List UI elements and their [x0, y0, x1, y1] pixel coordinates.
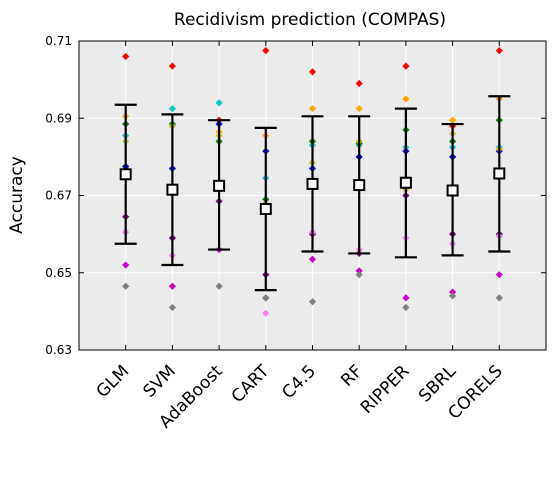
fold-point — [355, 104, 363, 113]
fold-point — [402, 303, 410, 312]
fold-point — [402, 294, 410, 302]
y-tick-label: 0.63 — [45, 343, 72, 357]
fold-point — [495, 271, 503, 279]
x-tick-label: RF — [337, 361, 366, 390]
mean-marker — [119, 168, 132, 181]
fold-point — [308, 68, 317, 76]
mean-marker — [446, 184, 459, 197]
fold-point — [449, 292, 457, 300]
y-tick-label: 0.71 — [45, 34, 72, 48]
fold-point — [122, 282, 130, 290]
fold-point — [262, 294, 270, 302]
y-tick-label: 0.67 — [45, 189, 72, 203]
mean-marker — [213, 179, 226, 192]
mean-marker — [306, 177, 319, 190]
fold-point — [449, 288, 457, 296]
mean-marker — [166, 183, 179, 196]
fold-point — [262, 309, 270, 317]
fold-point — [495, 294, 503, 302]
fold-point — [215, 282, 223, 290]
y-tick-label: 0.69 — [45, 111, 72, 125]
fold-point — [168, 104, 176, 113]
fold-point — [215, 99, 223, 107]
plot-frame — [78, 40, 547, 351]
fold-point — [355, 267, 363, 275]
fold-point — [449, 116, 457, 124]
x-tick-label: CART — [228, 361, 274, 407]
y-tick-label: 0.65 — [45, 266, 72, 280]
fold-point — [168, 282, 176, 290]
mean-marker — [353, 179, 366, 192]
chart-title: Recidivism prediction (COMPAS) — [174, 10, 446, 30]
fold-point — [168, 303, 176, 312]
fold-point — [402, 62, 410, 70]
fold-point — [308, 104, 317, 113]
x-tick-label: C4.5 — [278, 361, 320, 403]
mean-marker — [493, 167, 506, 180]
fold-point — [495, 47, 503, 55]
y-axis-label: Accuracy — [7, 156, 27, 234]
fold-point — [308, 298, 317, 306]
fold-point — [308, 255, 317, 263]
error-bars — [114, 95, 511, 292]
x-tick-label: GLM — [93, 361, 134, 402]
fold-point — [355, 79, 363, 88]
x-tick-label: RIPPER — [357, 361, 414, 418]
fold-point — [402, 95, 410, 103]
fold-point — [355, 271, 363, 279]
fold-point — [122, 261, 130, 269]
fold-point — [122, 52, 130, 61]
fold-point — [262, 47, 270, 55]
mean-marker — [399, 176, 412, 189]
mean-marker — [259, 203, 272, 216]
x-tick-label: SVM — [140, 361, 180, 401]
fold-point — [168, 62, 176, 70]
